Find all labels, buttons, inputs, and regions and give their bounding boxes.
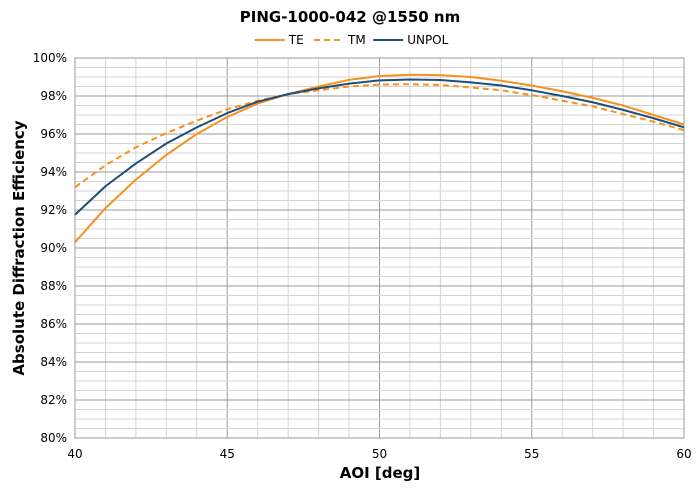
y-tick-label: 98% xyxy=(40,89,67,103)
x-tick-label: 55 xyxy=(524,447,539,461)
y-tick-label: 96% xyxy=(40,127,67,141)
x-tick-label: 40 xyxy=(67,447,82,461)
x-tick-label: 60 xyxy=(676,447,691,461)
chart-title: PING-1000-042 @1550 nm xyxy=(240,8,460,26)
y-tick-label: 92% xyxy=(40,203,67,217)
y-tick-label: 88% xyxy=(40,279,67,293)
y-tick-label: 100% xyxy=(33,51,67,65)
y-tick-label: 86% xyxy=(40,317,67,331)
y-tick-label: 82% xyxy=(40,393,67,407)
series-line-te xyxy=(74,73,685,243)
series-line-tm xyxy=(74,83,685,189)
plot-area-border xyxy=(74,57,685,439)
series-line-unpol xyxy=(74,78,685,216)
legend-label-unpol: UNPOL xyxy=(407,33,448,47)
y-tick-label: 90% xyxy=(40,241,67,255)
y-axis-title: Absolute Diffraction Efficiency xyxy=(10,120,28,375)
series-lines xyxy=(74,73,685,243)
x-axis-title: AOI [deg] xyxy=(340,464,421,482)
y-tick-label: 80% xyxy=(40,431,67,445)
x-axis-ticks: 40 45 50 55 60 xyxy=(67,447,691,461)
legend-label-tm: TM xyxy=(347,33,366,47)
legend: TE TM UNPOL xyxy=(254,33,449,47)
y-tick-label: 94% xyxy=(40,165,67,179)
x-tick-label: 50 xyxy=(372,447,387,461)
x-tick-label: 45 xyxy=(220,447,235,461)
legend-label-te: TE xyxy=(288,33,304,47)
y-tick-label: 84% xyxy=(40,355,67,369)
grid xyxy=(74,57,685,439)
y-axis-ticks: 80% 82% 84% 86% 88% 90% 92% 94% 96% 98% 100% xyxy=(33,51,67,445)
